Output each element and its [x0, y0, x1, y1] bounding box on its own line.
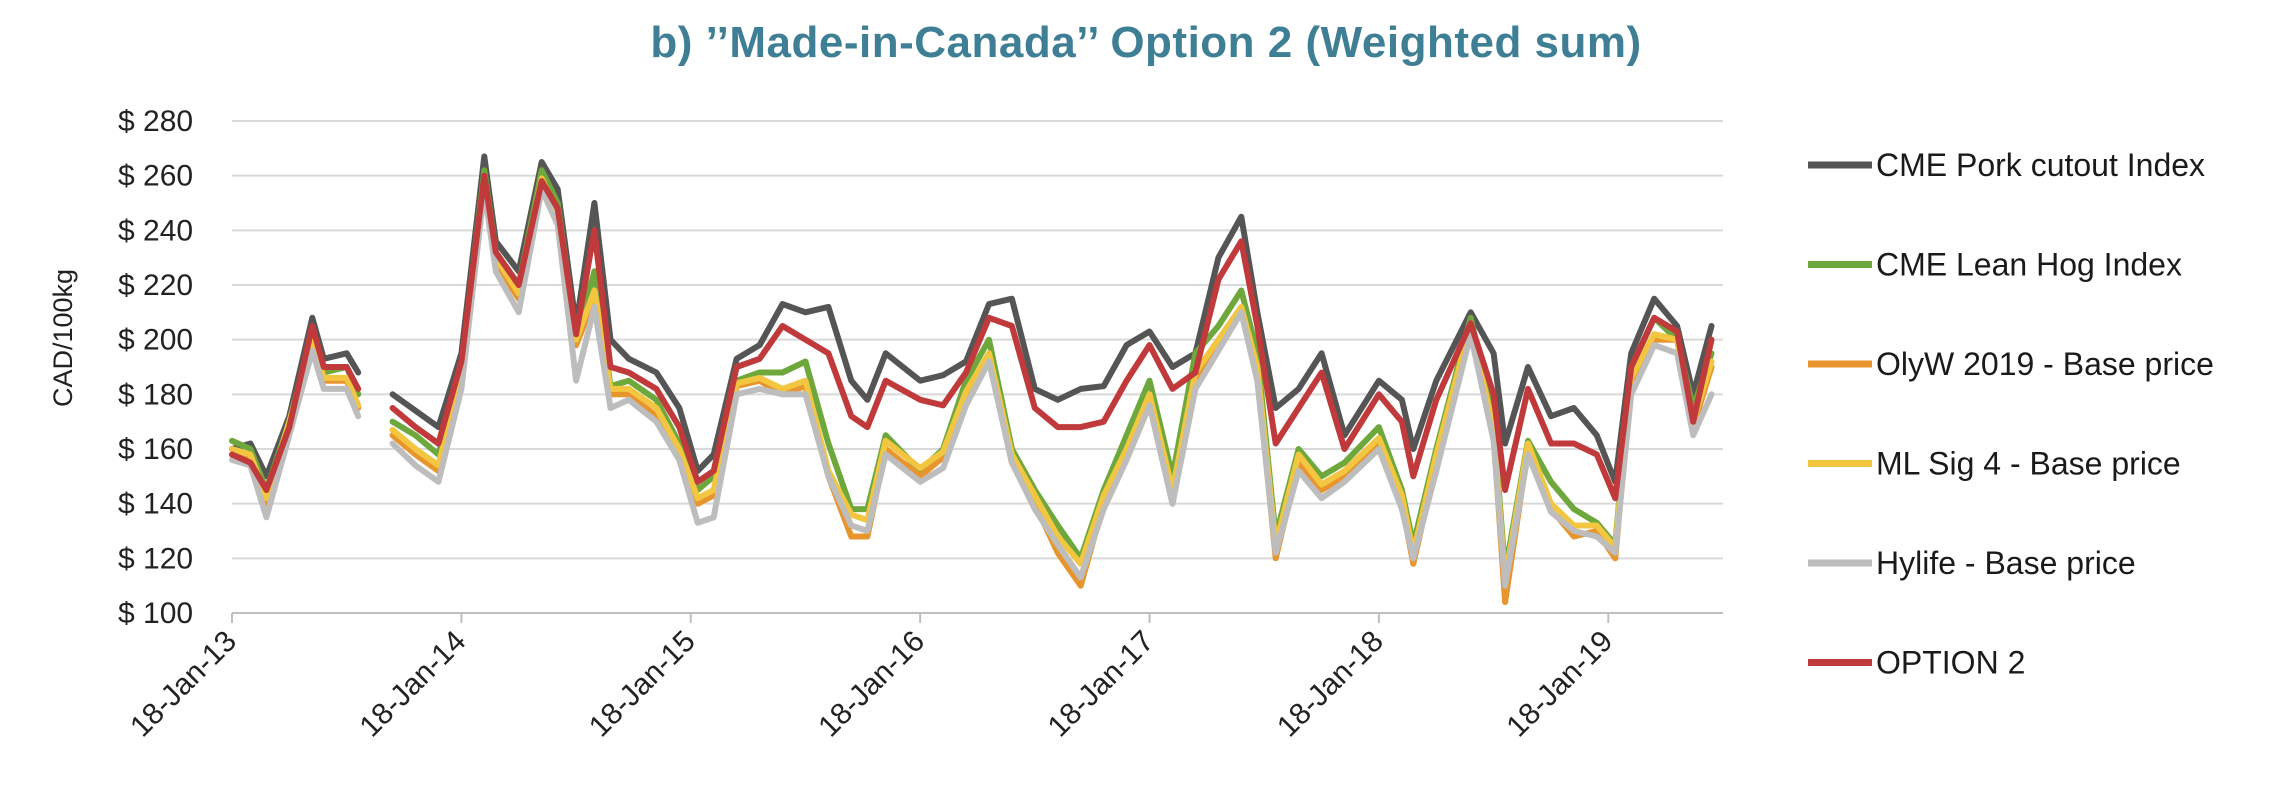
series-line: [229, 186, 1715, 589]
y-tick-label: $ 200: [118, 324, 193, 357]
y-tick-label: $ 240: [118, 214, 193, 247]
legend-label: CME Pork cutout Index: [1876, 147, 2205, 183]
legend-label: CME Lean Hog Index: [1876, 247, 2182, 283]
chart-title-text: b) ’’Made-in-Canada’’ Option 2 (Weighted…: [650, 18, 1642, 67]
series-lines: [229, 153, 1715, 606]
y-tick-label: $ 160: [118, 433, 193, 466]
y-tick-label: $ 220: [118, 269, 193, 302]
y-tick-label: $ 140: [118, 488, 193, 521]
legend-label: Hylife - Base price: [1876, 545, 2136, 581]
legend-label: ML Sig 4 - Base price: [1876, 446, 2181, 482]
x-tick-label: 18-Jan-15: [583, 625, 702, 744]
x-tick-label: 18-Jan-16: [812, 625, 931, 744]
x-tick-label: 18-Jan-13: [124, 625, 243, 744]
x-tick-label: 18-Jan-19: [1500, 625, 1619, 744]
y-tick-label: $ 260: [118, 160, 193, 193]
legend-label: OlyW 2019 - Base price: [1876, 346, 2214, 382]
y-tick-label: $ 280: [118, 105, 193, 138]
y-tick-label: $ 120: [118, 542, 193, 575]
series-line: [229, 172, 1715, 502]
y-axis-label: CAD/100kg: [48, 269, 78, 407]
x-tick-label: 18-Jan-14: [353, 625, 472, 744]
y-tick-label: $ 100: [118, 597, 193, 630]
y-tick-label: $ 180: [118, 378, 193, 411]
legend: CME Pork cutout Index CME Lean Hog Index O…: [1808, 147, 2214, 681]
y-axis-ticks: $ 100 $ 120 $ 140 $ 160 $ 180 $ 200 $ 220 $ 240…: [118, 105, 193, 630]
x-tick-label: 18-Jan-17: [1042, 625, 1161, 744]
chart-title: b) ’’Made-in-Canada’’ Option 2 (Weighted…: [0, 18, 2292, 68]
x-tick-label: 18-Jan-18: [1271, 625, 1390, 744]
legend-label: OPTION 2: [1876, 645, 2025, 681]
x-axis-ticks: 18-Jan-13 18-Jan-14 18-Jan-15 18-Jan-16 18-J…: [124, 613, 1619, 743]
